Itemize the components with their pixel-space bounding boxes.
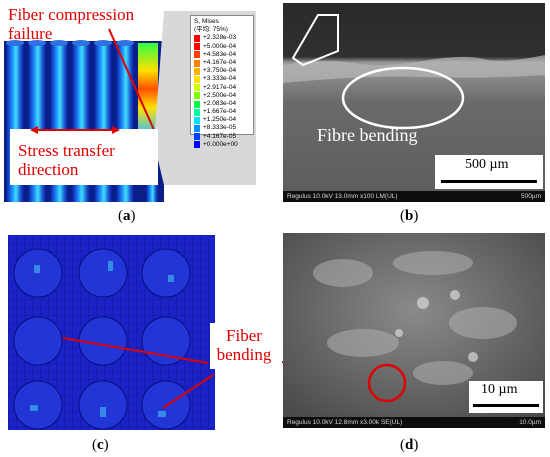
scale-bar-box-d <box>469 381 543 413</box>
stress-transfer-label-box <box>10 129 158 185</box>
legend-subtitle: (平均: 75%) <box>194 26 228 34</box>
panel-d-sem-high-mag: 10 µm Regulus 10.0kV 12.8mm x3.00k SE(UL… <box>283 233 545 428</box>
legend-swatch <box>194 51 200 59</box>
legend-entry: +2.500e-04 <box>194 92 250 100</box>
scale-bar-label-b: 500 µm <box>465 157 509 172</box>
caption-c: (c) <box>92 437 109 453</box>
legend-entry: +1.250e-04 <box>194 116 250 124</box>
legend-value: +2.500e-04 <box>203 91 237 99</box>
legend-entry: +4.167e-04 <box>194 59 250 67</box>
legend-value: +4.167e-05 <box>203 132 237 140</box>
legend-value: +2.328e-03 <box>203 34 237 42</box>
legend-value: +1.667e-04 <box>203 108 237 116</box>
legend-swatch <box>194 133 200 141</box>
legend-swatch <box>194 100 200 108</box>
legend-value: +4.167e-04 <box>203 58 237 66</box>
mises-stress-legend: S, Mises (平均: 75%) +2.328e-03 +5.000e-04 +… <box>190 15 254 149</box>
legend-entry: +2.917e-04 <box>194 84 250 92</box>
scale-bar-line-b <box>441 180 537 183</box>
legend-entry: +8.333e-05 <box>194 124 250 133</box>
legend-swatch <box>194 59 200 67</box>
legend-value: +0.000e+00 <box>203 140 238 148</box>
legend-swatch <box>194 75 200 83</box>
legend-title: S, Mises <box>194 18 219 25</box>
panel-b-sem-low-mag: Fibre bending 500 µm Regulus 10.0kV 13.0… <box>283 3 545 202</box>
legend-swatch <box>194 141 200 149</box>
legend-value: +2.083e-04 <box>203 99 237 107</box>
legend-entry: +1.667e-04 <box>194 108 250 116</box>
legend-swatch <box>194 35 200 42</box>
fiber-compression-failure-label: Fiber compression failure <box>8 5 135 43</box>
fiber-bending-label-box <box>210 323 278 369</box>
legend-value: +5.000e-04 <box>203 42 237 50</box>
legend-entry: +4.583e-04 <box>194 51 250 59</box>
legend-entry: +4.167e-05 <box>194 133 250 141</box>
legend-value: +2.917e-04 <box>203 83 237 91</box>
caption-d: (d) <box>400 437 419 453</box>
fibre-bending-label: Fibre bending <box>317 125 418 145</box>
legend-entry: +2.328e-03 <box>194 34 250 42</box>
stress-transfer-direction-label: Stress transfer direction <box>18 141 115 179</box>
panel-a-fem-simulation: Fiber compression failure Stress transfe… <box>4 3 262 202</box>
fem-mesh-illustration <box>8 235 215 430</box>
sem-info-bar-b: Regulus 10.0kV 13.0mm x100 LM(UL) 500µm <box>283 191 545 202</box>
legend-entry: +5.000e-04 <box>194 43 250 51</box>
legend-entry: +2.083e-04 <box>194 100 250 108</box>
panel-c-fem-cross-section <box>8 235 215 430</box>
scale-bar-label-d: 10 µm <box>481 382 518 397</box>
legend-entry: +0.000e+00 <box>194 141 250 149</box>
stress-arrow <box>30 126 120 134</box>
legend-value: +1.250e-04 <box>203 116 237 124</box>
legend-swatch <box>194 125 200 133</box>
caption-a: (a) <box>118 208 136 224</box>
sem-info-bar-d: Regulus 10.0kV 12.8mm x3.00k SE(UL) 10.0… <box>283 417 545 428</box>
caption-b: (b) <box>400 208 419 224</box>
legend-entry: +3.750e-04 <box>194 67 250 75</box>
legend-swatch <box>194 92 200 100</box>
legend-value: +4.583e-04 <box>203 50 237 58</box>
scale-bar-box-b <box>435 155 543 189</box>
legend-value: +3.333e-04 <box>203 75 237 83</box>
legend-value: +3.750e-04 <box>203 67 237 75</box>
legend-entry: +3.333e-04 <box>194 75 250 83</box>
legend-value: +8.333e-05 <box>203 124 237 132</box>
legend-swatch <box>194 67 200 75</box>
scale-bar-line-d <box>473 404 539 407</box>
fiber-bending-label: Fiber bending <box>216 326 272 364</box>
legend-swatch <box>194 108 200 116</box>
legend-swatch <box>194 116 200 124</box>
legend-swatch <box>194 43 200 51</box>
legend-swatch <box>194 84 200 92</box>
